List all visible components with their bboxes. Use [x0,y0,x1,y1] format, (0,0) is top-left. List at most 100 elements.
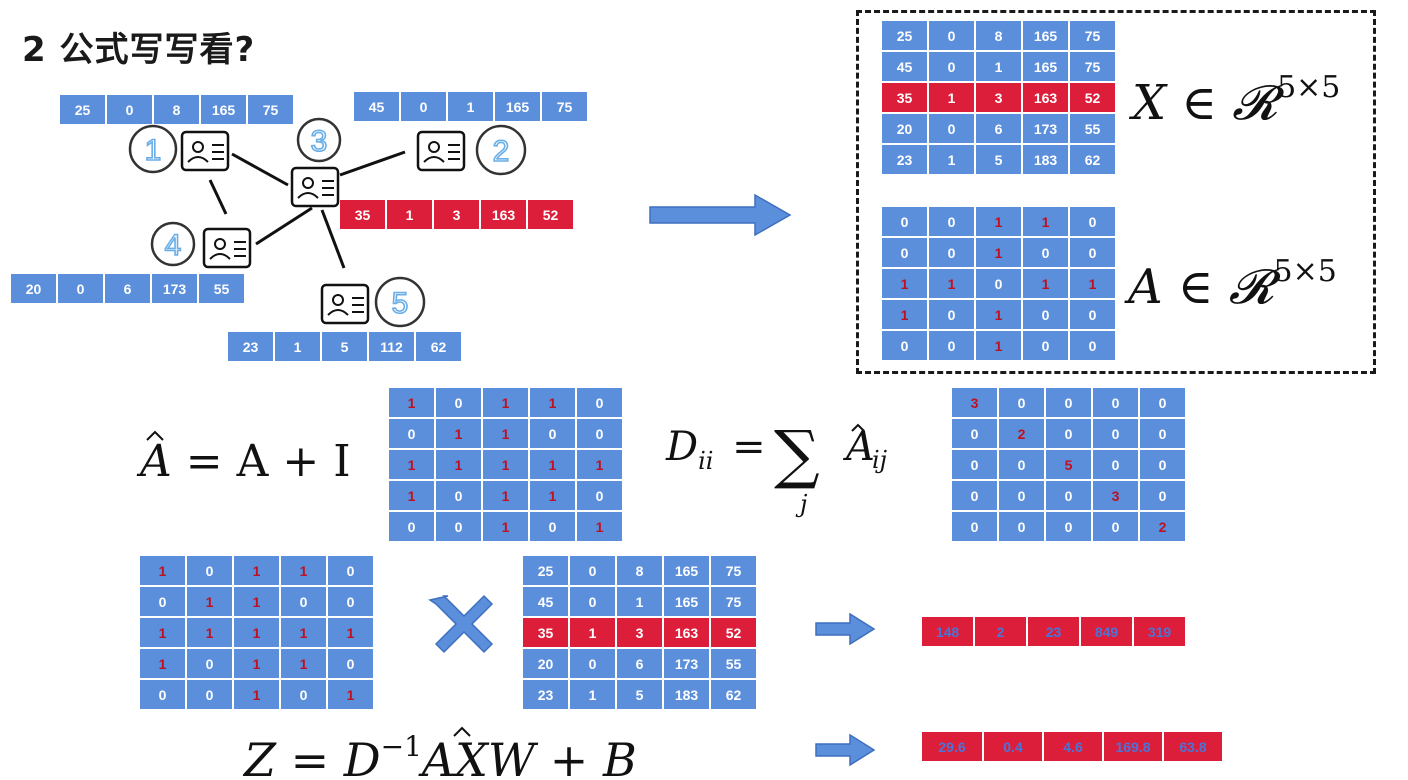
matrix-x-2: 25 0 8 165 75 45 0 1 165 75 35 1 3 163 52 20 0 6 173 55 23 1 5… [523,556,756,709]
matrix-cell: 0 [140,587,185,616]
matrix-cell: 0 [929,21,974,50]
matrix-cell: 165 [664,556,709,585]
node-2-features: 45 0 1 165 75 [354,92,587,121]
node-2-number: 2 [493,135,510,168]
matrix-cell: 0 [530,512,575,541]
matrix-cell: 1 [976,52,1021,81]
matrix-cell: 52 [1070,83,1115,112]
matrix-cell: 0 [1140,388,1185,417]
degree-formula: Dii = ∑ j A ij [666,418,888,518]
matrix-cell: 1 [483,481,528,510]
feature-cell: 23 [228,332,273,361]
matrix-cell: 0 [187,680,232,709]
node-4-features: 20 0 6 173 55 [11,274,244,303]
node-1-number: 1 [145,134,162,167]
matrix-cell: 5 [976,145,1021,174]
feature-cell: 6 [105,274,150,303]
matrix-cell: 165 [1023,52,1068,81]
x-space-formula: X ∈ 𝓡5×5 [1132,70,1341,131]
matrix-cell: 20 [882,114,927,143]
result-cell: 0.4 [984,732,1042,761]
matrix-cell: 0 [882,238,927,267]
matrix-cell: 0 [389,512,434,541]
feature-cell: 3 [434,200,479,229]
matrix-cell: 1 [929,269,974,298]
matrix-cell: 1 [929,83,974,112]
matrix-cell: 5 [617,680,662,709]
feature-cell: 8 [154,95,199,124]
feature-cell: 45 [354,92,399,121]
matrix-cell: 0 [187,649,232,678]
matrix-cell: 1 [577,512,622,541]
matrix-cell: 0 [1140,419,1185,448]
matrix-cell: 0 [1093,450,1138,479]
matrix-cell: 20 [523,649,568,678]
matrix-cell: 0 [577,388,622,417]
matrix-cell: 25 [523,556,568,585]
feature-cell: 25 [60,95,105,124]
matrix-cell: 8 [976,21,1021,50]
feature-cell: 0 [58,274,103,303]
matrix-cell: 1 [483,450,528,479]
matrix-cell: 1 [140,649,185,678]
matrix-cell: 1 [577,450,622,479]
matrix-cell: 1 [530,481,575,510]
matrix-cell: 1 [234,587,279,616]
matrix-cell: 0 [976,269,1021,298]
feature-cell: 163 [481,200,526,229]
matrix-cell: 0 [999,512,1044,541]
matrix-cell: 62 [1070,145,1115,174]
matrix-cell: 0 [1046,388,1091,417]
matrix-cell: 1 [530,450,575,479]
matrix-cell: 75 [1070,52,1115,81]
matrix-cell: 0 [140,680,185,709]
matrix-cell: 0 [999,481,1044,510]
matrix-cell: 23 [882,145,927,174]
feature-cell: 75 [542,92,587,121]
matrix-cell: 0 [436,388,481,417]
matrix-cell: 0 [281,680,326,709]
matrix-cell: 1 [882,269,927,298]
node-5-features: 23 1 5 112 62 [228,332,461,361]
matrix-cell: 1 [570,680,615,709]
matrix-cell: 2 [1140,512,1185,541]
matrix-cell: 0 [436,481,481,510]
matrix-cell: 1 [140,556,185,585]
matrix-cell: 1 [617,587,662,616]
matrix-cell: 1 [1023,269,1068,298]
matrix-cell: 0 [952,481,997,510]
matrix-cell: 0 [389,419,434,448]
matrix-cell: 0 [1046,481,1091,510]
feature-cell: 55 [199,274,244,303]
matrix-cell: 0 [952,512,997,541]
matrix-cell: 0 [1070,238,1115,267]
result-row: 29.6 0.4 4.6 169.8 63.8 [922,732,1222,761]
feature-cell: 165 [201,95,246,124]
matrix-x: 25 0 8 165 75 45 0 1 165 75 35 1 3 163 52 20 0 6 173 55 23 1 5… [882,21,1115,174]
feature-cell: 1 [275,332,320,361]
id-card-icon [180,130,466,325]
matrix-cell: 75 [711,556,756,585]
matrix-cell: 0 [1093,512,1138,541]
matrix-cell: 1 [281,618,326,647]
matrix-cell: 1 [234,680,279,709]
result-cell: 29.6 [922,732,982,761]
node-3-number: 3 [311,125,328,158]
matrix-cell: 0 [929,114,974,143]
result-cell: 4.6 [1044,732,1102,761]
matrix-cell: 1 [483,512,528,541]
matrix-cell: 1 [976,238,1021,267]
a-hat-mark-sum [851,423,865,432]
matrix-cell: 1 [570,618,615,647]
feature-cell: 165 [495,92,540,121]
result-cell: 849 [1081,617,1132,646]
matrix-cell: 183 [1023,145,1068,174]
matrix-cell: 1 [436,450,481,479]
matrix-cell: 0 [281,587,326,616]
a-hat-mark-z [453,726,471,737]
matrix-cell: 173 [664,649,709,678]
matrix-cell: 75 [711,587,756,616]
